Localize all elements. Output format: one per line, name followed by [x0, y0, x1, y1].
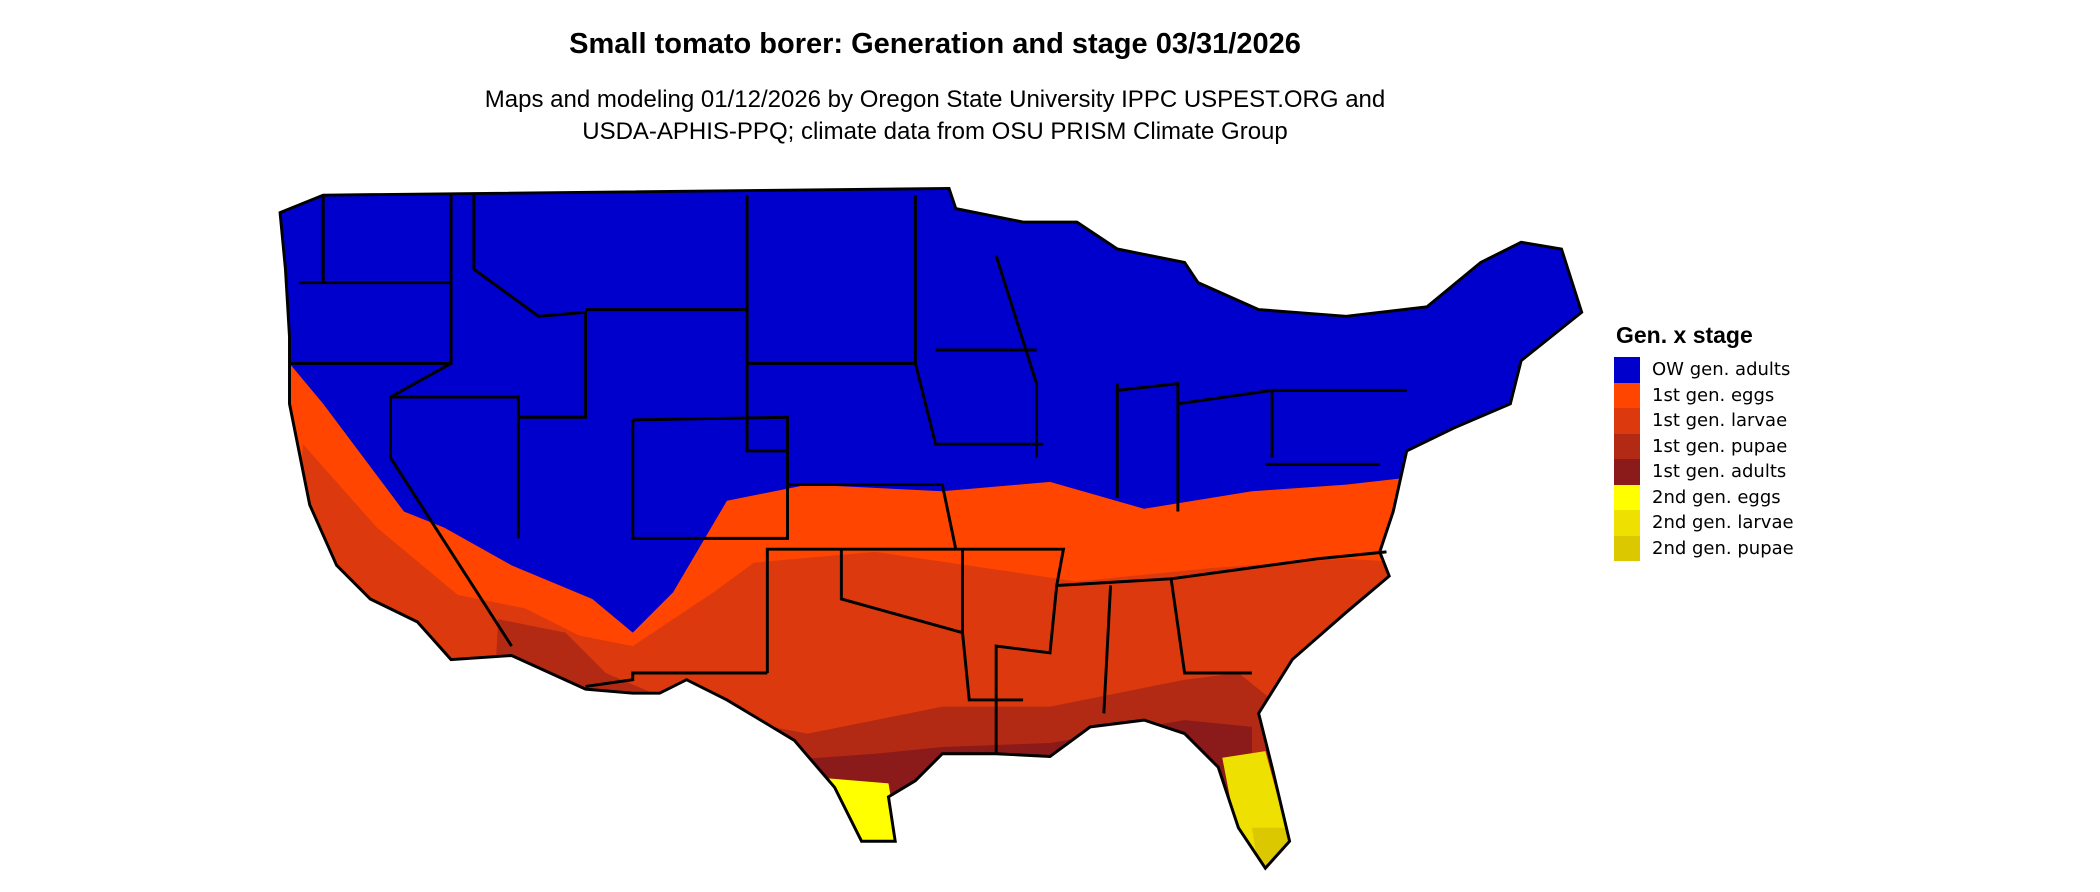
legend: Gen. x stage OW gen. adults 1st gen. eggs… [1614, 322, 1794, 561]
legend-item: 2nd gen. larvae [1614, 510, 1794, 536]
legend-item: 1st gen. larvae [1614, 408, 1794, 434]
legend-title: Gen. x stage [1616, 322, 1753, 348]
region-2nd-gen-eggs [823, 777, 900, 848]
legend-swatch [1614, 459, 1640, 485]
map-subtitle-line-2: USDA-APHIS-PPQ; climate data from OSU PR… [582, 118, 1288, 145]
legend-label: 2nd gen. eggs [1652, 486, 1781, 508]
map-subtitle-line-1: Maps and modeling 01/12/2026 by Oregon S… [484, 86, 1386, 113]
legend-swatch [1614, 484, 1640, 510]
legend-swatch [1614, 382, 1640, 408]
legend-item: 2nd gen. eggs [1614, 484, 1794, 510]
state-borders [278, 186, 1584, 870]
legend-item: 1st gen. pupae [1614, 433, 1794, 459]
legend-swatch [1614, 357, 1640, 383]
map-title: Small tomato borer: Generation and stage… [569, 28, 1301, 60]
region-2nd-gen-pupae [1251, 827, 1290, 869]
legend-swatch [1614, 408, 1640, 434]
legend-swatch [1614, 433, 1640, 459]
legend-label: 2nd gen. pupae [1652, 537, 1794, 559]
legend-label: 1st gen. adults [1652, 461, 1787, 483]
legend-swatch [1614, 535, 1640, 561]
legend-items: OW gen. adults 1st gen. eggs 1st gen. larv… [1614, 357, 1794, 561]
legend-label: 1st gen. pupae [1652, 435, 1788, 457]
legend-label: 1st gen. larvae [1652, 410, 1788, 432]
legend-label: 1st gen. eggs [1652, 384, 1775, 406]
legend-item: 2nd gen. pupae [1614, 535, 1794, 561]
legend-swatch [1614, 510, 1640, 536]
legend-item: 1st gen. adults [1614, 459, 1794, 485]
legend-item: 1st gen. eggs [1614, 382, 1794, 408]
legend-label: 2nd gen. larvae [1652, 512, 1794, 534]
legend-label: OW gen. adults [1652, 359, 1791, 381]
legend-item: OW gen. adults [1614, 357, 1794, 383]
